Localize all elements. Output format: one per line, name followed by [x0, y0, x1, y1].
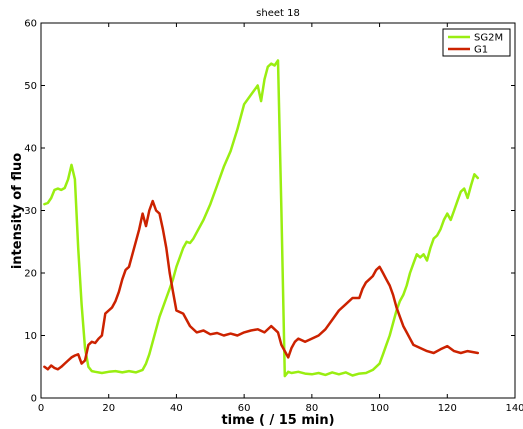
y-tick-label: 10 — [24, 331, 37, 342]
y-tick-label: 20 — [24, 269, 37, 280]
series-layer — [43, 59, 480, 378]
x-tick-label: 60 — [238, 403, 251, 414]
y-tick-label: 30 — [24, 206, 37, 217]
y-axis: 0 10 20 30 40 50 60 — [24, 19, 515, 405]
x-tick-label: 20 — [102, 403, 115, 414]
x-tick-label: 40 — [170, 403, 183, 414]
y-tick-label: 50 — [24, 81, 37, 92]
y-axis-label: intensity of fluo — [10, 153, 25, 269]
y-tick-label: 40 — [24, 144, 37, 155]
chart-title: sheet 18 — [256, 8, 300, 19]
series-line-g1 — [43, 199, 480, 371]
legend-label: SG2M — [474, 33, 503, 44]
x-tick-label: 100 — [370, 403, 389, 414]
x-tick-label: 0 — [38, 403, 44, 414]
x-tick-label: 80 — [305, 403, 318, 414]
y-tick-label: 0 — [31, 394, 37, 405]
series-line-sg2m — [43, 59, 480, 378]
legend-label: G1 — [474, 45, 488, 56]
x-axis: 0 20 40 60 80 100 120 140 — [38, 23, 523, 414]
legend-box — [442, 28, 511, 57]
x-tick-label: 140 — [505, 403, 523, 414]
x-tick-label: 120 — [438, 403, 457, 414]
y-tick-label: 60 — [24, 19, 37, 30]
x-axis-label: time ( / 15 min) — [221, 413, 334, 428]
